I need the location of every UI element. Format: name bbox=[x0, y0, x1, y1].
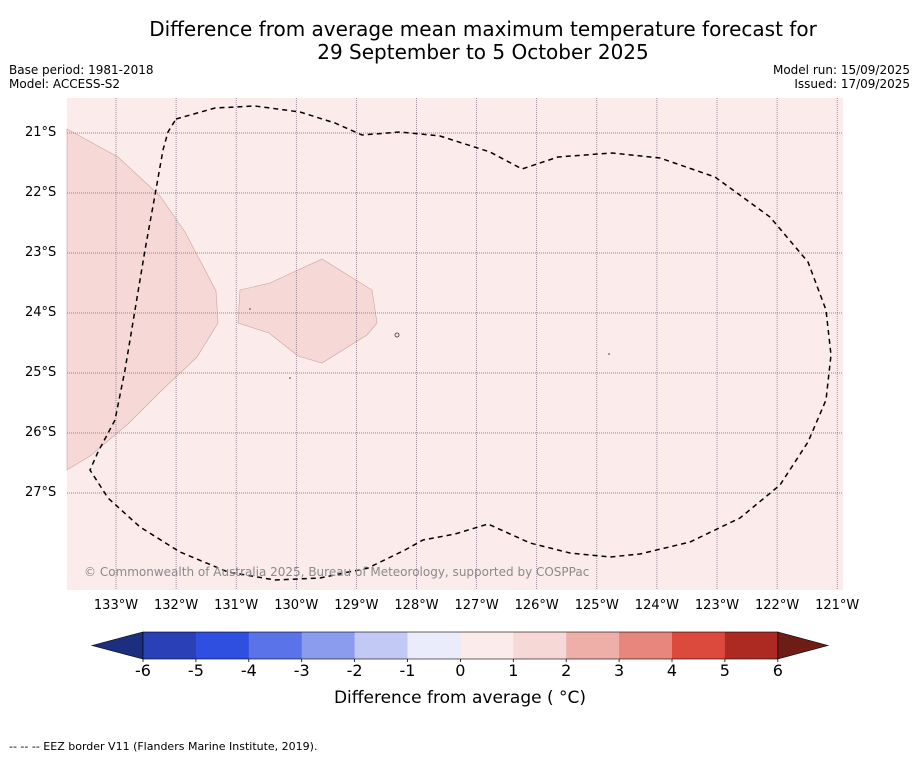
colorbar-tick-label: 3 bbox=[614, 661, 625, 680]
colorbar-segment bbox=[672, 632, 726, 659]
title-line-1: Difference from average mean maximum tem… bbox=[149, 17, 817, 41]
island-marker bbox=[289, 377, 291, 379]
title-line-2: 29 September to 5 October 2025 bbox=[317, 40, 649, 64]
anomaly-region-central bbox=[237, 258, 378, 364]
longitude-label: 128°W bbox=[394, 598, 439, 613]
colorbar-tick-label: -3 bbox=[293, 661, 310, 680]
colorbar-segment bbox=[724, 632, 779, 659]
colorbar-tick-label: -4 bbox=[240, 661, 257, 680]
longitude-label: 124°W bbox=[634, 598, 679, 613]
colorbar-tick-label: 6 bbox=[772, 661, 783, 680]
base-period: Base period: 1981-2018 bbox=[9, 63, 154, 77]
longitude-label: 125°W bbox=[574, 598, 619, 613]
colorbar-segment bbox=[143, 632, 197, 659]
colorbar-tick-label: 5 bbox=[719, 661, 730, 680]
map-title: Difference from average mean maximum tem… bbox=[0, 18, 919, 64]
latitude-label: 22°S bbox=[25, 185, 57, 200]
colorbar-tick-label: 4 bbox=[666, 661, 678, 680]
longitude-label: 133°W bbox=[93, 598, 139, 613]
colorbar-segment bbox=[566, 632, 620, 659]
issued-date: Issued: 17/09/2025 bbox=[794, 77, 910, 91]
meta-left: Base period: 1981-2018 Model: ACCESS-S2 bbox=[9, 63, 154, 91]
colorbar-segment bbox=[248, 632, 303, 659]
colorbar-label: Difference from average ( °C) bbox=[333, 688, 587, 708]
colorbar-segment bbox=[460, 632, 514, 659]
colorbar-tick-label: 0 bbox=[455, 661, 466, 680]
eez-footnote: -- -- -- EEZ border V11 (Flanders Marine… bbox=[9, 740, 318, 753]
model-name: Model: ACCESS-S2 bbox=[9, 77, 121, 91]
colorbar-segment bbox=[195, 632, 250, 659]
longitude-label: 131°W bbox=[214, 598, 259, 613]
colorbar-segment bbox=[301, 632, 356, 659]
colorbar-tick-label: -2 bbox=[346, 661, 363, 680]
colorbar-tick-label: -5 bbox=[187, 661, 204, 680]
island-marker bbox=[608, 353, 610, 355]
colorbar-tick-label: -1 bbox=[399, 661, 416, 680]
colorbar-tick-label: -6 bbox=[135, 661, 151, 680]
longitude-label: 126°W bbox=[514, 598, 559, 613]
longitude-label: 127°W bbox=[454, 598, 499, 613]
colorbar-segment bbox=[619, 632, 673, 659]
latitude-label: 27°S bbox=[25, 485, 57, 500]
longitude-label: 121°W bbox=[815, 598, 860, 613]
colorbar-segment bbox=[354, 632, 408, 659]
longitude-label: 129°W bbox=[334, 598, 379, 613]
latitude-label: 26°S bbox=[25, 425, 57, 440]
graticule bbox=[67, 98, 843, 590]
latitude-label: 25°S bbox=[25, 365, 57, 380]
colorbar-extend-low bbox=[90, 631, 144, 660]
meta-right: Model run: 15/09/2025 Issued: 17/09/2025 bbox=[773, 63, 910, 91]
colorbar-tick-label: 1 bbox=[508, 661, 519, 680]
latitude-label: 24°S bbox=[25, 305, 57, 320]
colorbar bbox=[90, 631, 830, 662]
colorbar-tick-label: 2 bbox=[561, 661, 572, 680]
colorbar-extend-high bbox=[777, 631, 830, 660]
anomaly-region-west bbox=[66, 128, 219, 471]
colorbar-segment bbox=[513, 632, 567, 659]
latitude-label: 21°S bbox=[25, 125, 57, 140]
longitude-label: 130°W bbox=[274, 598, 319, 613]
latitude-label: 23°S bbox=[25, 245, 57, 260]
longitude-label: 123°W bbox=[694, 598, 740, 613]
island-marker bbox=[249, 308, 251, 310]
colorbar-segment bbox=[407, 632, 461, 659]
longitude-label: 122°W bbox=[755, 598, 800, 613]
longitude-label: 132°W bbox=[154, 598, 199, 613]
model-run: Model run: 15/09/2025 bbox=[772, 63, 910, 77]
copyright-notice: © Commonwealth of Australia 2025, Bureau… bbox=[84, 565, 590, 579]
island-marker bbox=[394, 332, 400, 338]
eez-border bbox=[89, 105, 832, 581]
